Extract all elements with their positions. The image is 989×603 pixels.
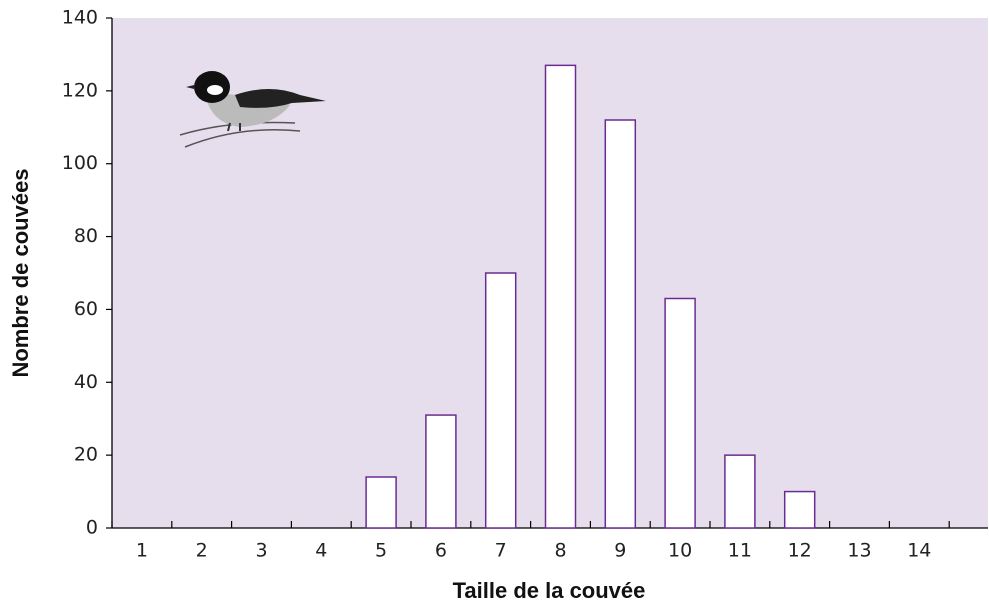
- y-tick-label: 140: [62, 7, 98, 29]
- x-tick-label: 6: [435, 540, 447, 562]
- x-tick-label: 11: [728, 540, 752, 562]
- y-tick-label: 100: [62, 152, 98, 174]
- bar: [484, 272, 517, 529]
- x-tick-label: 2: [196, 540, 208, 562]
- bar: [783, 490, 816, 529]
- y-tick-label: 120: [62, 79, 98, 101]
- x-tick-label: 3: [255, 540, 267, 562]
- bar: [724, 454, 756, 529]
- x-axis-title: Taille de la couvée: [453, 578, 646, 603]
- x-tick-label: 5: [375, 540, 387, 562]
- bar: [544, 64, 577, 529]
- x-tick-label: 10: [668, 540, 692, 562]
- bird-illustration: [179, 71, 326, 148]
- bar: [604, 119, 637, 529]
- y-tick-label: 20: [74, 444, 98, 466]
- y-tick-label: 80: [74, 225, 98, 247]
- bar: [664, 297, 696, 529]
- x-tick-label: 13: [847, 540, 871, 562]
- bar: [365, 476, 397, 529]
- x-tick-label: 9: [614, 540, 626, 562]
- x-tick-label: 8: [554, 540, 566, 562]
- y-tick-label: 40: [74, 371, 98, 393]
- x-tick-label: 12: [788, 540, 812, 562]
- x-tick-label: 14: [907, 540, 931, 562]
- x-tick-label: 4: [315, 540, 327, 562]
- y-tick-label: 0: [86, 517, 98, 539]
- x-tick-label: 1: [136, 540, 148, 562]
- y-tick-label: 60: [74, 298, 98, 320]
- x-tick-label: 7: [495, 540, 507, 562]
- bar: [425, 414, 457, 529]
- y-axis-title: Nombre de couvées: [8, 168, 33, 377]
